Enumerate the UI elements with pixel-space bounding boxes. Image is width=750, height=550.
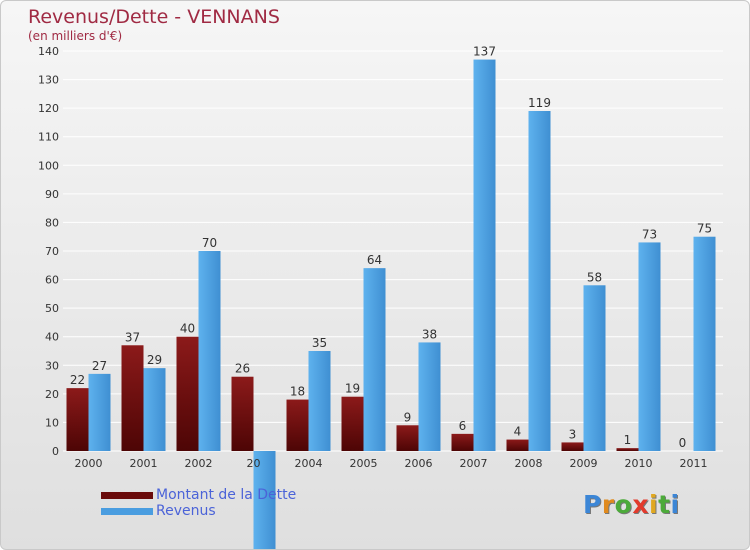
revenue-bar-glitch-2003	[253, 451, 276, 549]
revenue-value-label-2006: 38	[422, 327, 437, 341]
x-tick-label-2011: 2011	[680, 457, 708, 470]
grid-layer	[63, 50, 723, 452]
debt-value-label-2008: 4	[514, 425, 522, 439]
y-tick-label-100: 100	[38, 159, 59, 172]
y-tick-label-10: 10	[45, 416, 59, 429]
revenue-bar-2009	[583, 285, 606, 451]
revenue-value-label-2005: 64	[367, 253, 382, 267]
debt-value-label-2005: 19	[345, 382, 360, 396]
legend-label-debt: Montant de la Dette	[156, 487, 297, 503]
y-tick-label-70: 70	[45, 245, 59, 258]
y-tick-label-90: 90	[45, 188, 59, 201]
debt-bar-2007	[451, 433, 474, 451]
debt-value-label-2007: 6	[459, 419, 467, 433]
revenue-bar-2006	[418, 342, 441, 451]
y-tick-label-110: 110	[38, 131, 59, 144]
x-tick-label-2006: 2006	[405, 457, 433, 470]
revenue-value-label-2000: 27	[92, 359, 107, 373]
debt-bar-2008	[506, 439, 529, 451]
revenue-bar-2011	[693, 236, 716, 451]
revenue-value-label-2004: 35	[312, 336, 327, 350]
x-tick-label-2003: 20	[247, 457, 261, 470]
revenue-value-label-2002: 70	[202, 236, 217, 250]
debt-bar-2001	[121, 345, 144, 451]
revenue-value-label-2008: 119	[528, 96, 551, 110]
y-tick-label-40: 40	[45, 331, 59, 344]
debt-value-label-2010: 1	[624, 433, 632, 447]
debt-value-label-2011: 0	[679, 436, 687, 450]
legend-label-revenue: Revenus	[156, 503, 216, 519]
debt-value-label-2002: 40	[180, 322, 195, 336]
x-tick-label-2007: 2007	[460, 457, 488, 470]
x-tick-label-2004: 2004	[295, 457, 323, 470]
debt-bar-2002	[176, 336, 199, 451]
debt-bar-2004	[286, 399, 309, 451]
bars	[66, 59, 716, 549]
x-tick-label-2002: 2002	[185, 457, 213, 470]
y-tick-label-140: 140	[38, 45, 59, 58]
debt-bar-2005	[341, 396, 364, 451]
debt-value-label-2004: 18	[290, 385, 305, 399]
revenue-value-label-2011: 75	[697, 222, 712, 236]
revenue-value-label-2009: 58	[587, 270, 602, 284]
y-tick-label-80: 80	[45, 216, 59, 229]
y-tick-label-120: 120	[38, 102, 59, 115]
debt-bar-2006	[396, 425, 419, 451]
debt-value-label-2006: 9	[404, 410, 412, 424]
x-tick-label-2010: 2010	[625, 457, 653, 470]
x-tick-label-2008: 2008	[515, 457, 543, 470]
legend-swatch-revenue	[101, 508, 153, 515]
y-tick-label-60: 60	[45, 274, 59, 287]
revenue-bar-2005	[363, 268, 386, 451]
x-tick-label-2009: 2009	[570, 457, 598, 470]
revenue-bar-2002	[198, 251, 221, 451]
debt-value-label-2009: 3	[569, 427, 577, 441]
x-tick-label-2005: 2005	[350, 457, 378, 470]
debt-value-label-2003: 26	[235, 362, 250, 376]
chart-title: Revenus/Dette - VENNANS	[28, 6, 280, 28]
y-tick-label-50: 50	[45, 302, 59, 315]
debt-bar-2003	[231, 376, 254, 451]
revenue-value-label-2007: 137	[473, 45, 496, 59]
revenue-bar-2008	[528, 111, 551, 451]
debt-value-label-2000: 22	[70, 373, 85, 387]
revenue-bar-2001	[143, 368, 166, 451]
legend-swatch-debt	[101, 492, 153, 499]
value-labels: 22 27 37 29 40 70 26 18 35 19 64 9 38 6 137 4 119 3 58 1 73 0…	[70, 45, 712, 450]
revenue-bar-2010	[638, 242, 661, 451]
chart-subtitle: (en milliers d'€)	[28, 29, 123, 43]
y-tick-label-30: 30	[45, 359, 59, 372]
y-axis-ticks: 0 10 20 30 40 50 60 70 80 90 100 110 120 130 140	[38, 45, 59, 458]
revenue-value-label-2001: 29	[147, 353, 162, 367]
revenue-bar-2007	[473, 59, 496, 451]
x-tick-label-2000: 2000	[75, 457, 103, 470]
y-tick-label-20: 20	[45, 388, 59, 401]
x-axis-ticks: 2000 2001 2002 20 2004 2005 2006 2007 2008 2009 20…	[75, 457, 708, 470]
debt-value-label-2001: 37	[125, 330, 140, 344]
x-tick-label-2001: 2001	[130, 457, 158, 470]
debt-bar-2009	[561, 442, 584, 451]
y-tick-label-0: 0	[52, 445, 59, 458]
proxiti-logo: Proxiti	[583, 490, 680, 519]
revenue-bar-2000	[88, 373, 111, 451]
debt-bar-2000	[66, 388, 89, 451]
revenue-value-label-2010: 73	[642, 227, 657, 241]
revenue-bar-2004	[308, 351, 331, 451]
y-tick-label-130: 130	[38, 74, 59, 87]
debt-bar-2010	[616, 448, 639, 451]
